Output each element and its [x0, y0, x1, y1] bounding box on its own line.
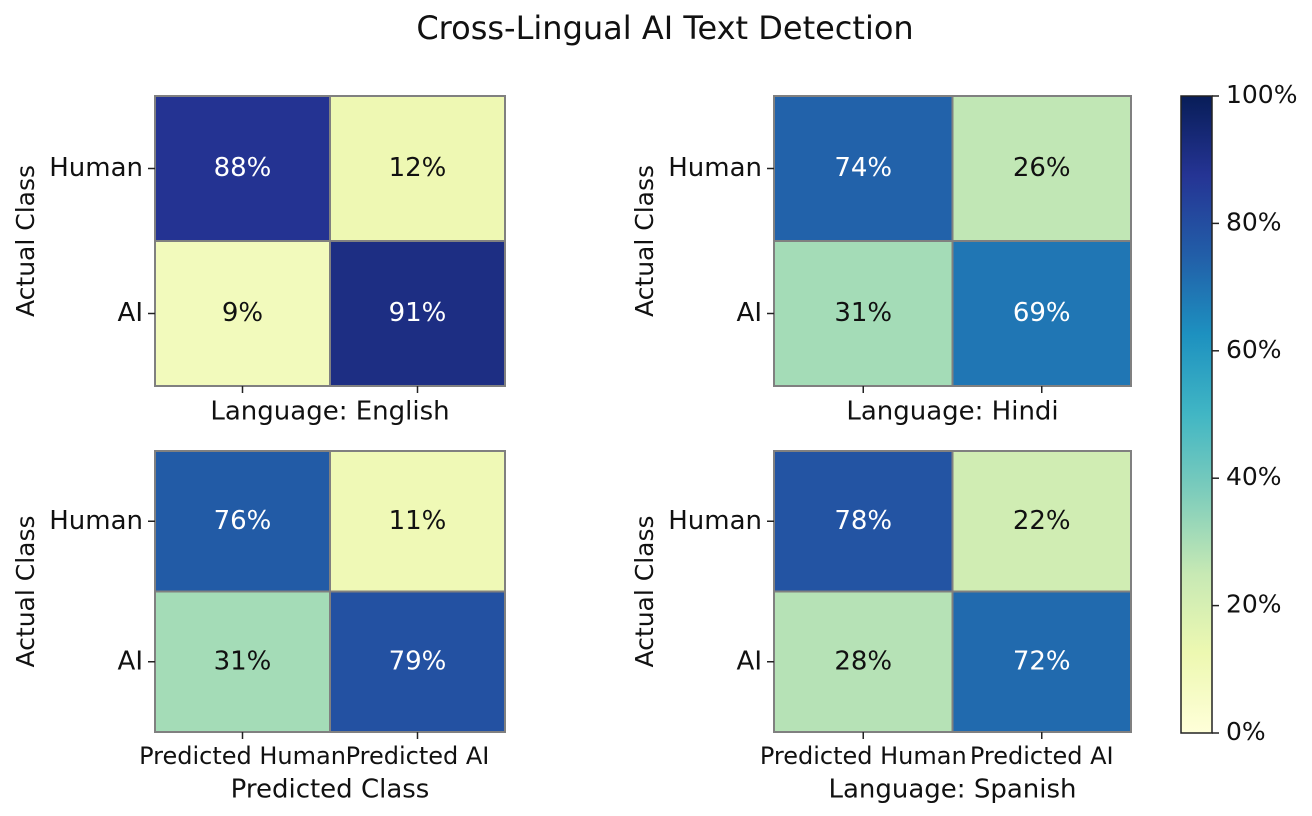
cell-label: 88%: [214, 153, 272, 183]
colorbar-tick-label: 20%: [1226, 590, 1282, 619]
y-tick-label: Human: [49, 506, 143, 536]
cell-label: 78%: [834, 506, 892, 536]
heatmap-cell: [329, 590, 506, 733]
x-axis-label: Language: Spanish: [828, 775, 1076, 805]
y-tick-label: AI: [118, 298, 143, 328]
cell-label: 76%: [214, 506, 272, 536]
cell-label: 69%: [1013, 298, 1071, 328]
cell-label: 11%: [389, 506, 447, 536]
x-tick-label: Predicted AI: [346, 742, 490, 770]
x-tick-label: Predicted Human: [760, 742, 967, 770]
heatmap-cell: [329, 450, 506, 593]
cell-label: 72%: [1013, 646, 1071, 676]
x-tick-label: Predicted Human: [139, 742, 346, 770]
cell-label: 28%: [834, 646, 892, 676]
x-axis-label: Language: English: [210, 397, 449, 427]
y-axis-label: Actual Class: [11, 165, 40, 317]
colorbar: [1180, 95, 1213, 734]
heatmap-cell: [329, 95, 506, 242]
heatmap-cell: [154, 590, 331, 733]
y-axis-label: Actual Class: [630, 515, 659, 667]
heatmap-cell: [951, 240, 1132, 387]
colorbar-tick-label: 40%: [1226, 462, 1282, 491]
heatmap-cell: [154, 450, 331, 593]
y-tick-label: Human: [668, 153, 762, 183]
cell-label: 31%: [214, 646, 272, 676]
cell-label: 79%: [389, 646, 447, 676]
cell-label: 91%: [389, 298, 447, 328]
cell-label: 74%: [834, 153, 892, 183]
colorbar-tick-label: 60%: [1226, 335, 1282, 364]
y-axis-label: Actual Class: [11, 515, 40, 667]
cell-label: 31%: [834, 298, 892, 328]
heatmap-cell: [154, 240, 331, 387]
heatmap-cell: [951, 450, 1132, 593]
cell-label: 22%: [1013, 506, 1071, 536]
heatmap-cell: [951, 95, 1132, 242]
y-tick-label: AI: [737, 646, 762, 676]
heatmap-cell: [773, 95, 954, 242]
x-axis-label: Language: Hindi: [846, 397, 1058, 427]
y-tick-label: Human: [668, 506, 762, 536]
y-tick-label: AI: [737, 298, 762, 328]
y-tick-label: Human: [49, 153, 143, 183]
x-tick-label: Predicted AI: [970, 742, 1114, 770]
y-axis-label: Actual Class: [630, 165, 659, 317]
colorbar-tick-label: 0%: [1226, 717, 1266, 746]
colorbar-tick-label: 80%: [1226, 207, 1282, 236]
figure-title: Cross-Lingual AI Text Detection: [416, 9, 913, 47]
cell-label: 26%: [1013, 153, 1071, 183]
heatmap-cell: [773, 590, 954, 733]
y-tick-label: AI: [118, 646, 143, 676]
x-axis-label: Predicted Class: [231, 775, 430, 805]
colorbar-tick-label: 100%: [1226, 80, 1297, 109]
cell-label: 9%: [222, 298, 263, 328]
heatmap-cell: [154, 95, 331, 242]
cell-label: 12%: [389, 153, 447, 183]
